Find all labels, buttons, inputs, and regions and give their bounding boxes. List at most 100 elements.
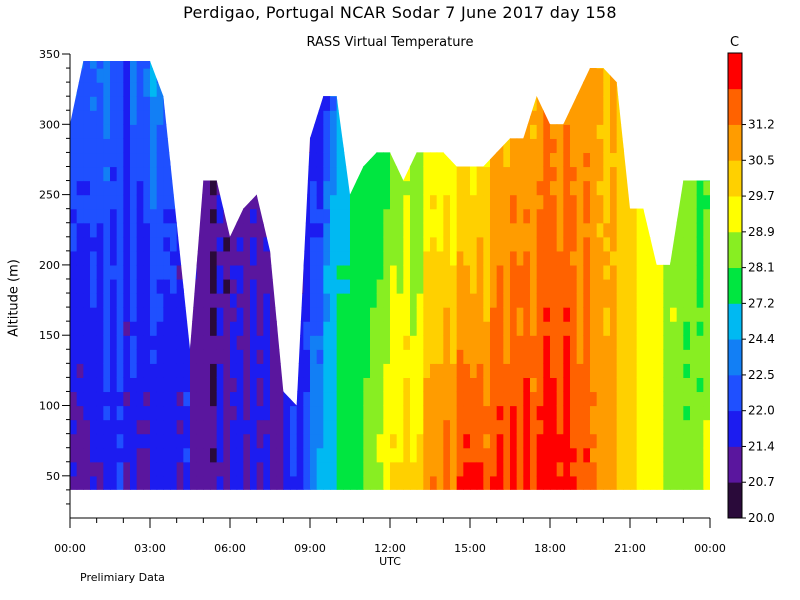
x-tick-label: 18:00 bbox=[534, 542, 566, 555]
heatmap-cell bbox=[603, 208, 611, 224]
heatmap-cell bbox=[510, 250, 518, 266]
heatmap-cell bbox=[563, 124, 571, 139]
heatmap-cell bbox=[516, 377, 524, 393]
heatmap-cell bbox=[563, 307, 571, 322]
heatmap-cell bbox=[456, 278, 464, 294]
heatmap-cell bbox=[490, 377, 498, 393]
heatmap-cell bbox=[490, 278, 498, 294]
heatmap-cell bbox=[576, 264, 584, 280]
heatmap-cell bbox=[443, 82, 451, 97]
heatmap-cell bbox=[316, 208, 324, 224]
heatmap-cell bbox=[223, 110, 231, 125]
heatmap-cell bbox=[316, 335, 324, 350]
heatmap-cell bbox=[510, 222, 518, 238]
heatmap-cell bbox=[576, 138, 584, 154]
heatmap-cell bbox=[103, 419, 111, 435]
heatmap-cell bbox=[650, 264, 658, 280]
heatmap-cell bbox=[270, 61, 278, 69]
heatmap-cell bbox=[176, 68, 184, 83]
heatmap-cell bbox=[196, 307, 204, 322]
heatmap-cell bbox=[90, 110, 98, 125]
heatmap-cell bbox=[156, 293, 164, 308]
heatmap-cell bbox=[70, 391, 78, 407]
x-tick-label: 06:00 bbox=[214, 542, 246, 555]
heatmap-cell bbox=[176, 166, 184, 182]
heatmap-cell bbox=[583, 82, 591, 97]
heatmap-cell bbox=[110, 96, 118, 111]
heatmap-cell bbox=[636, 180, 644, 196]
heatmap-cell bbox=[683, 335, 691, 350]
heatmap-cell bbox=[516, 419, 524, 435]
heatmap-cell bbox=[143, 152, 151, 168]
heatmap-cell bbox=[223, 194, 231, 210]
heatmap-cell bbox=[116, 222, 124, 238]
heatmap-cell bbox=[330, 82, 338, 97]
heatmap-cell bbox=[283, 335, 291, 350]
heatmap-cell bbox=[430, 278, 438, 294]
heatmap-cell bbox=[183, 194, 191, 210]
heatmap-cell bbox=[610, 335, 618, 350]
heatmap-cell bbox=[690, 433, 698, 449]
heatmap-cell bbox=[543, 307, 551, 322]
heatmap-cell bbox=[150, 222, 158, 238]
heatmap-cell bbox=[383, 194, 391, 210]
heatmap-cell bbox=[563, 293, 571, 308]
heatmap-cell bbox=[550, 419, 558, 435]
heatmap-cell bbox=[483, 124, 491, 139]
heatmap-cell bbox=[456, 391, 464, 407]
heatmap-cell bbox=[330, 321, 338, 336]
heatmap-cell bbox=[630, 208, 638, 224]
heatmap-cell bbox=[516, 475, 524, 490]
heatmap-cell bbox=[656, 391, 664, 407]
heatmap-cell bbox=[696, 138, 704, 154]
heatmap-cell bbox=[150, 293, 158, 308]
heatmap-cell bbox=[396, 250, 404, 266]
heatmap-cell bbox=[210, 405, 218, 421]
heatmap-cell bbox=[530, 180, 538, 196]
heatmap-cell bbox=[650, 293, 658, 308]
heatmap-cell bbox=[83, 349, 91, 364]
heatmap-cell bbox=[150, 236, 158, 252]
heatmap-cell bbox=[516, 138, 524, 154]
heatmap-cell bbox=[523, 377, 531, 393]
heatmap-cell bbox=[203, 349, 211, 364]
heatmap-cell bbox=[303, 166, 311, 182]
heatmap-cell bbox=[416, 110, 424, 125]
heatmap-cell bbox=[363, 391, 371, 407]
heatmap-cell bbox=[363, 419, 371, 435]
heatmap-cell bbox=[436, 419, 444, 435]
heatmap-cell bbox=[196, 68, 204, 83]
heatmap-cell bbox=[296, 349, 304, 364]
heatmap-cell bbox=[376, 180, 384, 196]
heatmap-cell bbox=[656, 321, 664, 336]
heatmap-cell bbox=[443, 222, 451, 238]
heatmap-cell bbox=[530, 278, 538, 294]
heatmap-cell bbox=[103, 208, 111, 224]
heatmap-cell bbox=[636, 433, 644, 449]
heatmap-cell bbox=[90, 96, 98, 111]
heatmap-cell bbox=[70, 321, 78, 336]
heatmap-cell bbox=[150, 166, 158, 182]
heatmap-cell bbox=[463, 96, 471, 111]
heatmap-cell bbox=[223, 124, 231, 139]
heatmap-cell bbox=[116, 68, 124, 83]
heatmap-cell bbox=[650, 321, 658, 336]
heatmap-cell bbox=[623, 405, 631, 421]
heatmap-cell bbox=[243, 194, 251, 210]
heatmap-cell bbox=[110, 335, 118, 350]
heatmap-cell bbox=[596, 82, 604, 97]
heatmap-cell bbox=[450, 124, 458, 139]
heatmap-cell bbox=[616, 433, 624, 449]
heatmap-cell bbox=[243, 96, 251, 111]
heatmap-cell bbox=[656, 180, 664, 196]
heatmap-cell bbox=[123, 82, 131, 97]
heatmap-cell bbox=[150, 264, 158, 280]
heatmap-cell bbox=[350, 405, 358, 421]
heatmap-cell bbox=[310, 447, 318, 463]
heatmap-cell bbox=[110, 349, 118, 364]
heatmap-cell bbox=[370, 475, 378, 490]
heatmap-cell bbox=[216, 433, 224, 449]
heatmap-cell bbox=[330, 194, 338, 210]
heatmap-cell bbox=[616, 335, 624, 350]
heatmap-cell bbox=[550, 96, 558, 111]
